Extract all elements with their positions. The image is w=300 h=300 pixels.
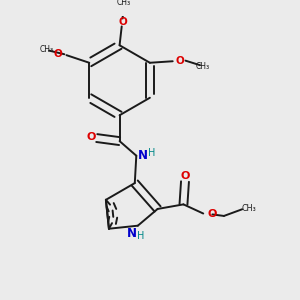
Text: H: H	[148, 148, 155, 158]
Text: O: O	[180, 171, 190, 181]
Text: CH₃: CH₃	[40, 45, 54, 54]
Text: O: O	[87, 133, 96, 142]
Text: H: H	[137, 231, 145, 241]
Text: N: N	[127, 227, 137, 240]
Text: CH₃: CH₃	[242, 203, 256, 212]
Text: CH₃: CH₃	[116, 0, 130, 7]
Text: O: O	[54, 49, 62, 59]
Text: O: O	[175, 56, 184, 66]
Text: N: N	[138, 148, 148, 162]
Text: CH₃: CH₃	[195, 61, 209, 70]
Text: O: O	[118, 17, 127, 27]
Text: O: O	[208, 209, 217, 219]
